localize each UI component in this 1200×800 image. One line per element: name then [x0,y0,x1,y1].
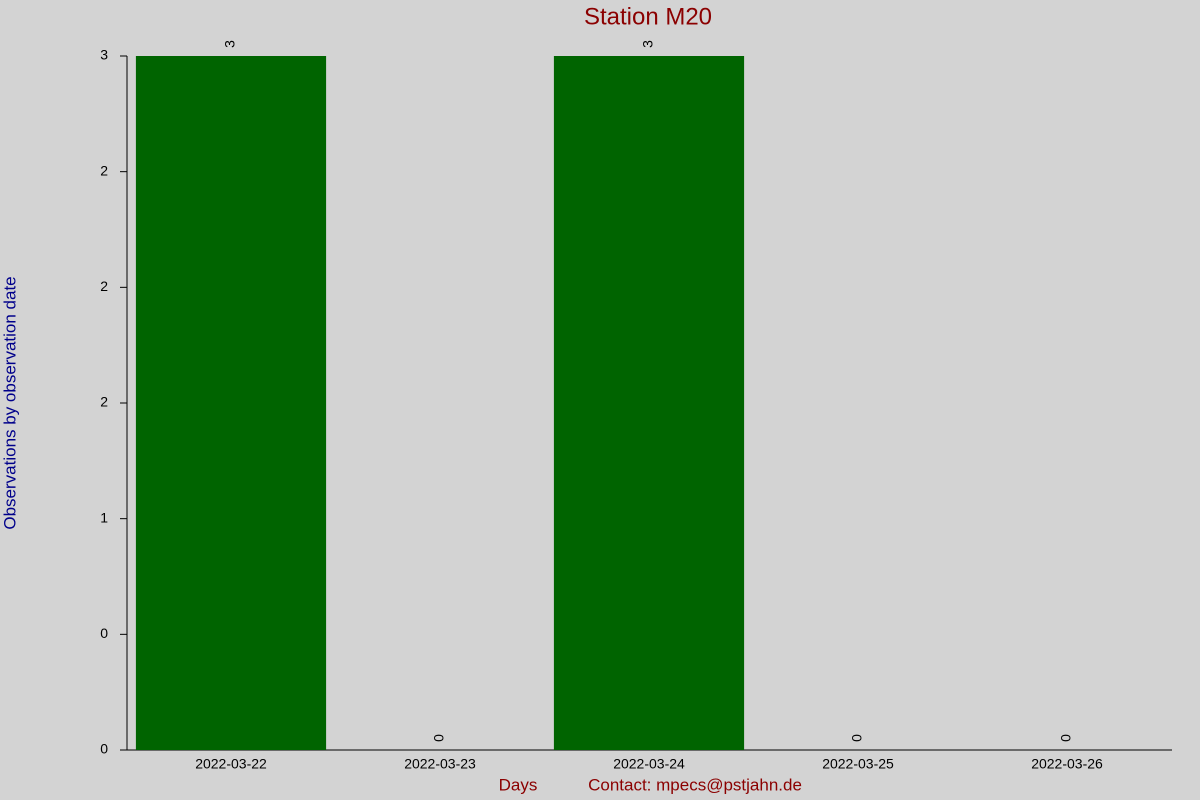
y-tick-label: 2 [100,278,108,294]
y-axis-label: Observations by observation date [0,276,19,529]
x-tick-label: 2022-03-24 [613,756,685,772]
bar [135,56,327,750]
x-axis-label: Days [499,775,538,794]
x-tick-label: 2022-03-23 [404,756,476,772]
y-tick-label: 3 [100,47,108,63]
y-tick-label: 1 [100,509,108,525]
value-label: 0 [1058,734,1074,742]
footer: Contact: mpecs@pstjahn.de [588,775,802,794]
value-label: 0 [849,734,865,742]
value-label: 0 [431,734,447,742]
y-tick-label: 0 [100,741,108,757]
y-tick-label: 2 [100,162,108,178]
x-tick-label: 2022-03-26 [1031,756,1103,772]
x-tick-label: 2022-03-22 [195,756,267,772]
chart-title: Station M20 [584,3,712,30]
value-label: 3 [222,40,238,48]
y-tick-label: 2 [100,394,108,410]
value-label: 3 [640,40,656,48]
y-tick-label: 0 [100,625,108,641]
bar [553,56,745,750]
x-tick-label: 2022-03-25 [822,756,894,772]
